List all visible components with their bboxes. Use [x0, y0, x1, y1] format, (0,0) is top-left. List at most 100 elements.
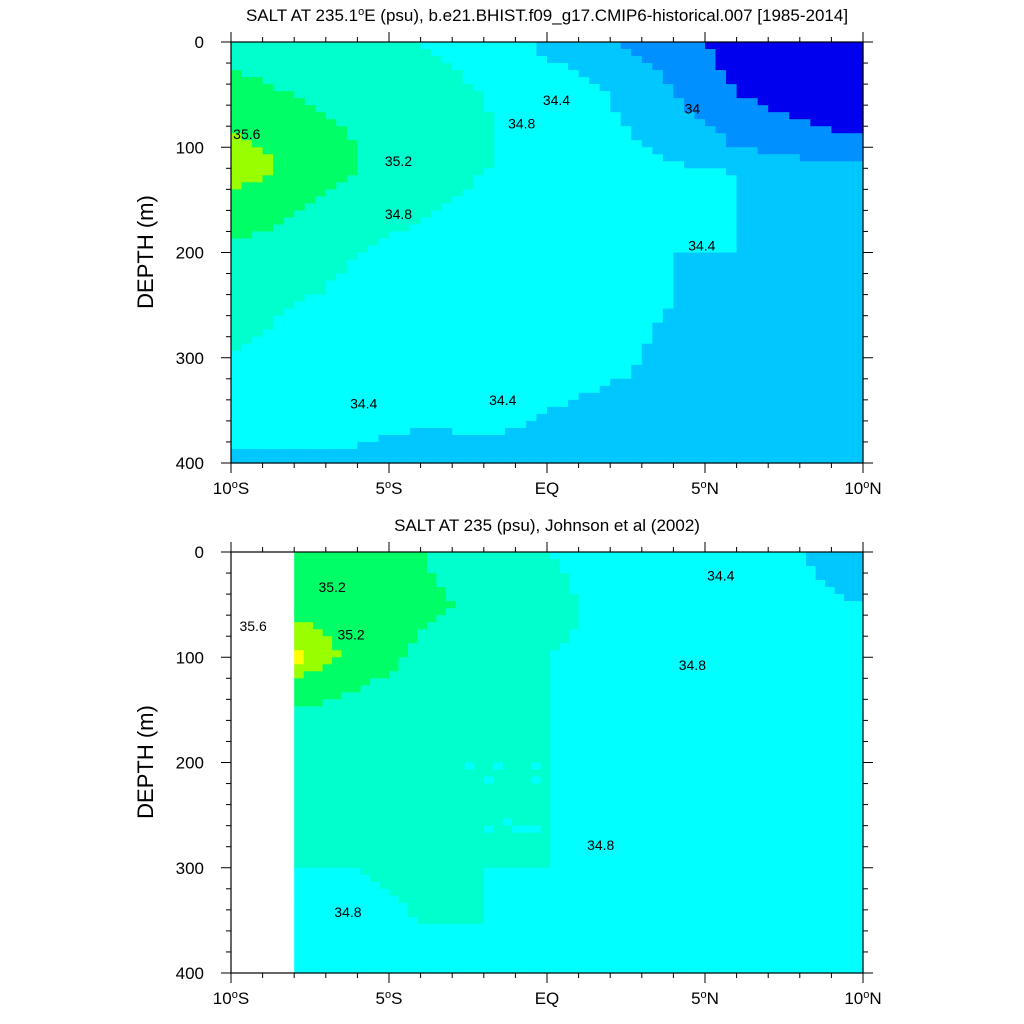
- contour-cell: [736, 98, 748, 106]
- contour-cell: [747, 287, 759, 296]
- contour-cell: [252, 119, 264, 127]
- contour-cell: [346, 231, 358, 240]
- contour-cell: [378, 203, 390, 211]
- contour-cell: [578, 196, 590, 204]
- contour-cell: [620, 259, 632, 268]
- contour-cell: [389, 566, 400, 574]
- contour-cell: [568, 49, 580, 57]
- contour-cell: [736, 308, 748, 317]
- contour-cell: [464, 622, 475, 630]
- contour-cell: [399, 77, 411, 85]
- contour-cell: [547, 399, 559, 408]
- contour-cell: [597, 573, 608, 581]
- contour-cell: [844, 664, 855, 672]
- contour-cell: [515, 63, 527, 71]
- contour-cell: [379, 587, 390, 595]
- contour-cell: [599, 434, 611, 443]
- contour-cell: [815, 678, 826, 686]
- contour-cell: [694, 91, 706, 99]
- contour-cell: [336, 301, 348, 310]
- contour-cell: [341, 580, 352, 588]
- contour-cell: [610, 252, 622, 261]
- contour-cell: [778, 224, 790, 233]
- contour-cell: [452, 91, 464, 99]
- contour-cell: [273, 140, 285, 148]
- contour-cell: [739, 650, 750, 658]
- contour-cell: [241, 273, 253, 282]
- contour-cell: [673, 413, 685, 422]
- contour-cell: [531, 671, 542, 679]
- contour-cell: [462, 273, 474, 282]
- contour-cell: [441, 266, 453, 275]
- contour-cell: [701, 608, 712, 616]
- contour-cell: [378, 329, 390, 338]
- contour-cell: [351, 664, 362, 672]
- contour-cell: [747, 42, 759, 50]
- contour-cell: [768, 671, 779, 679]
- contour-cell: [557, 434, 569, 443]
- contour-cell: [663, 636, 674, 644]
- contour-cell: [410, 308, 422, 317]
- contour-cell: [831, 308, 843, 317]
- contour-cell: [610, 315, 622, 324]
- contour-cell: [367, 168, 380, 176]
- contour-cell: [420, 301, 432, 310]
- contour-cell: [521, 559, 532, 567]
- contour-cell: [683, 196, 696, 204]
- contour-cell: [515, 385, 527, 394]
- contour-cell: [515, 280, 527, 289]
- contour-cell: [407, 678, 419, 686]
- contour-cell: [473, 203, 485, 211]
- contour-cell: [852, 224, 864, 233]
- contour-cell: [683, 399, 696, 408]
- contour-cell: [399, 294, 411, 303]
- contour-cell: [474, 615, 485, 623]
- contour-cell: [452, 49, 464, 57]
- contour-cell: [241, 175, 253, 183]
- contour-cell: [720, 657, 731, 665]
- contour-cell: [730, 692, 741, 700]
- contour-cell: [663, 552, 674, 560]
- contour-cell: [705, 427, 717, 436]
- contour-cell: [473, 420, 485, 429]
- contour-cell: [389, 650, 400, 658]
- contour-cell: [631, 329, 643, 338]
- contour-cell: [607, 692, 618, 700]
- contour-cell: [525, 413, 538, 422]
- contour-cell: [673, 629, 684, 637]
- contour-cell: [389, 168, 401, 176]
- contour-cell: [578, 343, 590, 352]
- contour-cell: [820, 84, 832, 92]
- contour-cell: [620, 98, 632, 106]
- contour-cell: [796, 671, 807, 679]
- contour-cell: [599, 315, 611, 324]
- contour-cell: [810, 308, 822, 317]
- contour-cell: [262, 448, 274, 457]
- contour-cell: [398, 692, 409, 700]
- contour-cell: [789, 133, 801, 141]
- contour-cell: [536, 161, 548, 169]
- contour-cell: [283, 259, 295, 268]
- contour-cell: [726, 385, 738, 394]
- contour-cell: [357, 448, 369, 457]
- contour-cell: [641, 217, 653, 226]
- contour-cell: [474, 657, 485, 665]
- contour-cell: [796, 629, 807, 637]
- contour-cell: [777, 587, 788, 595]
- contour-cell: [673, 196, 685, 204]
- contour-cell: [557, 399, 569, 408]
- contour-cell: [715, 49, 727, 57]
- contour-cell: [367, 413, 380, 422]
- contour-cell: [389, 643, 400, 651]
- contour-cell: [378, 301, 390, 310]
- contour-cell: [521, 622, 532, 630]
- contour-cell: [304, 350, 316, 359]
- contour-cell: [610, 210, 622, 219]
- contour-cell: [431, 105, 443, 113]
- contour-cell: [852, 105, 864, 113]
- contour-cell: [273, 420, 285, 429]
- contour-cell: [525, 448, 538, 457]
- contour-cell: [494, 301, 506, 310]
- contour-cell: [367, 399, 380, 408]
- contour-cell: [441, 252, 453, 261]
